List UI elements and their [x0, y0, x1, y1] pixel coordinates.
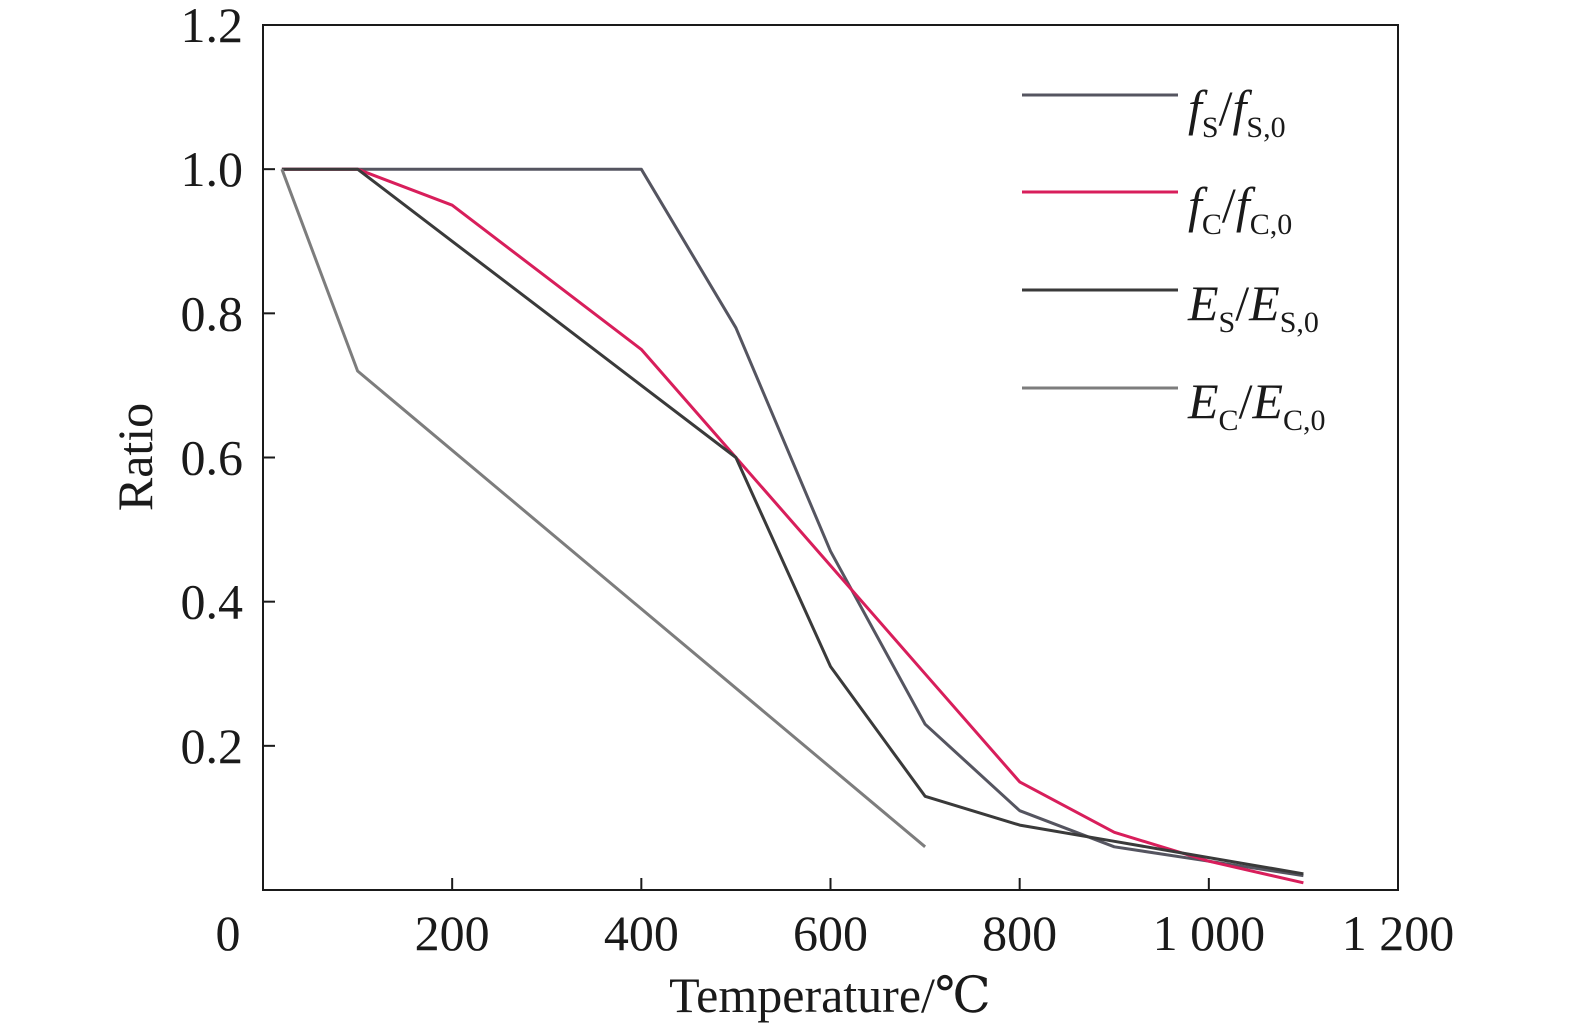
x-tick-label: 600	[793, 905, 868, 961]
x-tick-label: 800	[982, 905, 1057, 961]
y-axis-title: Ratio	[107, 403, 163, 511]
legend-label: EC/EC,0	[1187, 373, 1326, 437]
legend-label: fC/fC,0	[1188, 177, 1292, 241]
legend: fS/fS,0 fC/fC,0 ES/ES,0 EC/EC,0	[1022, 80, 1326, 437]
y-tick-label: 1.0	[181, 141, 244, 197]
series-line-4	[280, 168, 927, 848]
series-line-2	[281, 167, 1304, 885]
x-tick-label: 0	[216, 905, 241, 961]
y-tick-label: 1.2	[181, 0, 244, 53]
series-line-1	[281, 167, 1304, 878]
x-axis-title: Temperature/℃	[669, 967, 991, 1023]
series-line-3	[281, 167, 1304, 876]
x-tick-label: 400	[604, 905, 679, 961]
x-tick-label: 1 200	[1342, 905, 1455, 961]
x-tick-label: 200	[415, 905, 490, 961]
series-lines	[280, 167, 1304, 885]
plot-area-frame	[262, 24, 1399, 891]
y-axis-ticks: 0.2 0.4 0.6 0.8 1.0 1.2	[181, 0, 275, 774]
x-axis-ticks: 0 200 400 600 800 1 000 1 200	[216, 878, 1455, 961]
legend-label: ES/ES,0	[1187, 275, 1319, 339]
x-tick-label: 1 000	[1153, 905, 1266, 961]
y-tick-label: 0.6	[181, 430, 244, 486]
y-tick-label: 0.8	[181, 285, 244, 341]
legend-label: fS/fS,0	[1188, 80, 1286, 144]
y-tick-label: 0.4	[181, 574, 244, 630]
y-tick-label: 0.2	[181, 718, 244, 774]
